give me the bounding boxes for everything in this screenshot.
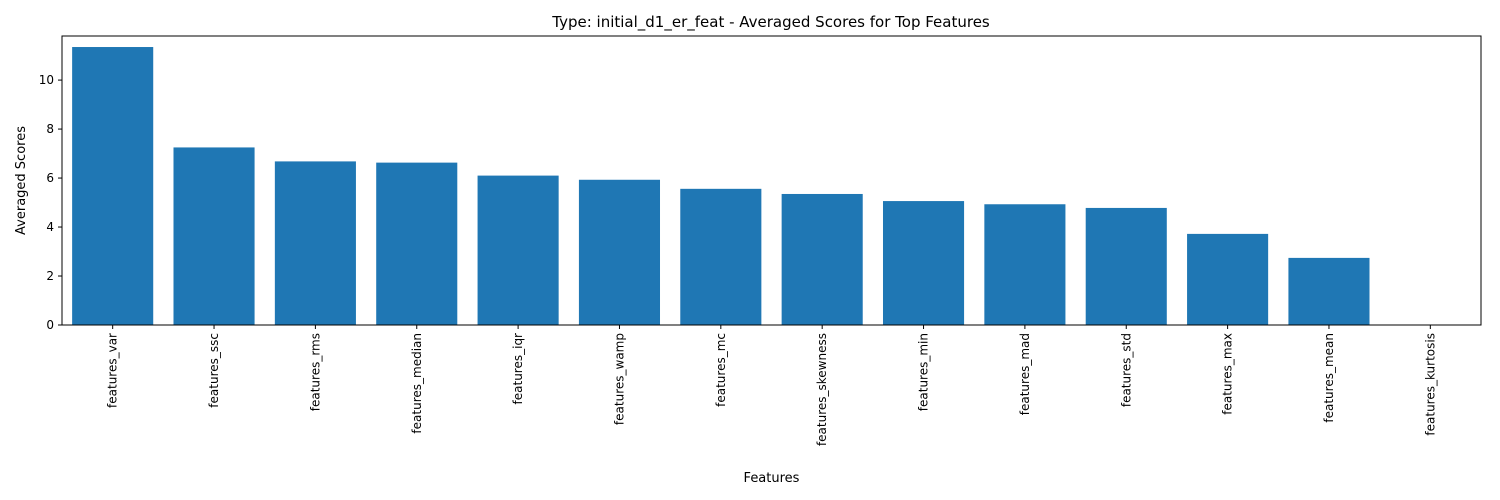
y-axis: 0 2 4 6 8 10 bbox=[39, 73, 62, 332]
y-tick-label: 10 bbox=[39, 73, 54, 87]
x-tick-label: features_iqr bbox=[511, 333, 525, 405]
x-tick-label: features_ssc bbox=[207, 333, 221, 408]
x-tick-label: features_std bbox=[1119, 333, 1133, 407]
bar-features_mad bbox=[984, 204, 1066, 325]
y-tick-label: 2 bbox=[46, 269, 54, 283]
bar-features_var bbox=[72, 47, 154, 326]
x-tick-label: features_median bbox=[410, 333, 424, 434]
x-tick-label: features_kurtosis bbox=[1423, 333, 1437, 436]
y-tick-label: 6 bbox=[46, 171, 54, 185]
plot-frame bbox=[61, 35, 1482, 326]
y-tick-label: 8 bbox=[46, 122, 54, 136]
bar-features_ssc bbox=[173, 147, 255, 325]
x-tick-label: features_var bbox=[106, 333, 120, 408]
x-axis: features_var features_ssc features_rms feat… bbox=[106, 325, 1437, 446]
x-tick-label: features_rms bbox=[308, 333, 322, 411]
x-tick-label: features_mc bbox=[714, 333, 728, 407]
y-tick-label: 4 bbox=[46, 220, 54, 234]
x-tick-label: features_wamp bbox=[612, 333, 626, 425]
x-tick-label: features_max bbox=[1221, 333, 1235, 415]
bar-features_wamp bbox=[578, 179, 661, 325]
x-tick-label: features_mad bbox=[1018, 333, 1032, 415]
bar-features_min bbox=[882, 201, 965, 325]
x-tick-label: features_skewness bbox=[815, 333, 829, 446]
x-tick-label: features_min bbox=[917, 333, 931, 411]
x-tick-label: features_mean bbox=[1322, 333, 1336, 423]
y-tick-label: 0 bbox=[46, 318, 54, 332]
bar-features_mc bbox=[680, 188, 762, 325]
bar-features_max bbox=[1187, 233, 1269, 325]
y-axis-label: Averaged Scores bbox=[14, 126, 29, 235]
bar-features_iqr bbox=[477, 175, 559, 325]
bars-group bbox=[72, 47, 1370, 326]
bar-features_std bbox=[1085, 207, 1167, 325]
bar-features_median bbox=[376, 162, 458, 325]
x-axis-label: Features bbox=[744, 471, 800, 486]
bar-features_mean bbox=[1288, 257, 1370, 325]
chart-title: Type: initial_d1_er_feat - Averaged Scor… bbox=[551, 13, 990, 32]
bar-features_rms bbox=[274, 161, 356, 325]
bar-features_skewness bbox=[781, 193, 863, 325]
